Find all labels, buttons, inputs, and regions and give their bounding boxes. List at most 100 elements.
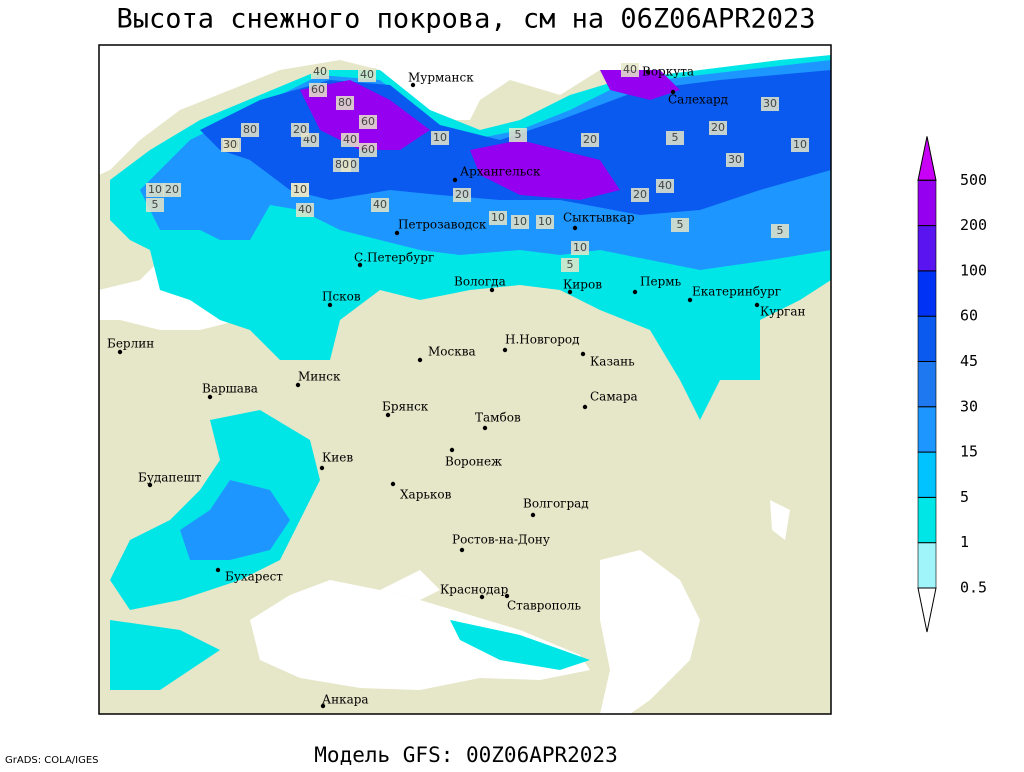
contour-label: 5 <box>515 128 522 141</box>
colorbar-band <box>917 180 937 226</box>
colorbar-label: 5 <box>960 488 969 506</box>
colorbar-label: 60 <box>960 307 978 325</box>
colorbar-label: 30 <box>960 397 978 415</box>
contour-label: 80 <box>243 123 257 136</box>
city-label: Псков <box>322 290 361 304</box>
contour-label-box <box>571 241 589 255</box>
contour-label-box <box>146 198 164 212</box>
contour-label-box <box>309 83 327 97</box>
contour-label-box <box>666 131 684 145</box>
city-label: Н.Новгород <box>505 333 580 347</box>
city-label: Будапешт <box>138 471 202 485</box>
contour-label-box <box>671 218 689 232</box>
contour-label: 10 <box>491 211 505 224</box>
city-label: Воркута <box>642 65 694 79</box>
contour-label: 5 <box>152 198 159 211</box>
contour-label-box <box>341 133 359 147</box>
contour-label: 60 <box>311 83 325 96</box>
contour-label-box <box>761 97 779 111</box>
contour-label: 60 <box>361 143 375 156</box>
colorbar-band <box>917 225 937 272</box>
model-caption: Модель GFS: 00Z06APR2023 <box>314 743 617 767</box>
contour-label: 10 <box>148 183 162 196</box>
contour-label-box <box>221 138 239 152</box>
contour-label-box <box>146 183 164 197</box>
contour-label-box <box>489 211 507 225</box>
city-dot <box>479 594 485 600</box>
contour-label-box <box>291 183 309 197</box>
contour-label: 10 <box>538 215 552 228</box>
contour-label: 80 <box>338 96 352 109</box>
contour-label: 20 <box>711 121 725 134</box>
colorbar-band <box>917 270 937 317</box>
colorbar-label: 1 <box>960 533 969 551</box>
azov-sea <box>380 570 440 600</box>
contour-label: 20 <box>583 133 597 146</box>
contour-label-box <box>336 96 354 110</box>
city-dot <box>459 547 465 553</box>
city-label: Пермь <box>640 275 682 289</box>
city-label: Петрозаводск <box>398 218 487 232</box>
contour-label-box <box>371 198 389 212</box>
contour-label: 40 <box>360 68 374 81</box>
colorbar-label: 0.5 <box>960 579 987 597</box>
city-dot <box>489 287 495 293</box>
contour-label-box <box>656 179 674 193</box>
contour-label-box <box>581 133 599 147</box>
city-dot <box>215 567 221 573</box>
map-frame <box>98 44 832 715</box>
contour-label-box <box>709 121 727 135</box>
city-dot <box>452 177 458 183</box>
snow-100-200 <box>300 70 680 200</box>
city-label: Архангельск <box>460 165 541 179</box>
city-label: Вологда <box>454 275 506 289</box>
city-label: Самара <box>590 390 638 404</box>
city-dot <box>417 357 423 363</box>
city-dot <box>572 225 578 231</box>
lake <box>770 500 790 540</box>
contour-label: 5 <box>777 224 784 237</box>
contour-label-box <box>296 203 314 217</box>
city-label: Волгоград <box>523 497 589 511</box>
city-dot <box>687 297 693 303</box>
city-label: Тамбов <box>475 411 521 425</box>
caspian-sea <box>600 550 700 714</box>
black-sea <box>250 580 590 690</box>
contour-label-box <box>333 158 351 172</box>
colorbar-band <box>917 315 937 362</box>
colorbar-band <box>917 361 937 408</box>
city-label: Краснодар <box>440 583 509 597</box>
city-label: Сыктывкар <box>563 211 635 225</box>
city-label: Варшава <box>202 382 258 396</box>
city-dot <box>580 351 586 357</box>
contour-label-box <box>311 65 329 79</box>
city-label: Ростов-на-Дону <box>452 533 550 547</box>
colorbar-band <box>917 542 937 589</box>
contour-label: 20 <box>293 123 307 136</box>
colorbar-min-triangle <box>917 587 937 633</box>
contour-label: 5 <box>672 131 679 144</box>
contour-label-box <box>631 188 649 202</box>
contour-label: 30 <box>728 153 742 166</box>
contour-label: 80 <box>335 158 349 171</box>
contour-label-box <box>359 115 377 129</box>
city-dot <box>327 302 333 308</box>
contour-label: 30 <box>223 138 237 151</box>
city-label: Киев <box>322 451 353 465</box>
city-label: С.Петербург <box>354 251 434 265</box>
city-dot <box>645 69 651 75</box>
contour-label-box <box>241 123 259 137</box>
contour-label: 40 <box>623 63 637 76</box>
city-dot <box>319 465 325 471</box>
city-label: Мурманск <box>408 71 474 85</box>
city-label: Бухарест <box>225 570 283 584</box>
city-label: Москва <box>428 345 476 359</box>
city-label: Воронеж <box>445 455 502 469</box>
city-dot <box>754 302 760 308</box>
contour-label: 60 <box>361 115 375 128</box>
colorbar-band <box>917 406 937 453</box>
colorbar-label: 500 <box>960 171 987 189</box>
city-dot <box>410 82 416 88</box>
